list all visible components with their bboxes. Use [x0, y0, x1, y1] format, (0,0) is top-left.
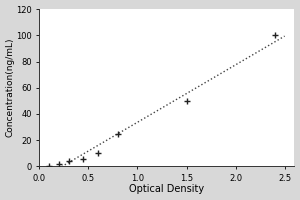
X-axis label: Optical Density: Optical Density [129, 184, 205, 194]
Y-axis label: Concentration(ng/mL): Concentration(ng/mL) [6, 38, 15, 137]
